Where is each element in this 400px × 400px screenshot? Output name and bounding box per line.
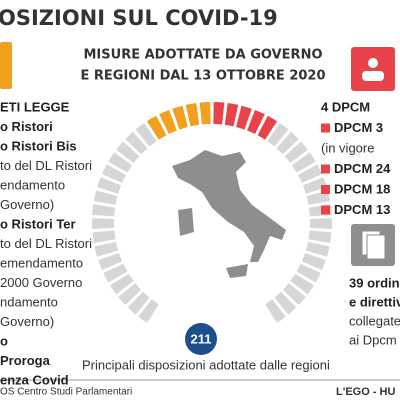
ring-segment	[108, 152, 133, 173]
ring-segment	[146, 115, 167, 140]
dpcm-line: (in vigore	[321, 140, 374, 155]
ordinance-line: 39 ordin	[349, 275, 400, 290]
ring-segment	[308, 230, 332, 244]
ring	[92, 102, 332, 323]
decree-line: Governo)	[0, 314, 54, 329]
ring-segment	[267, 123, 289, 147]
ring-segment	[135, 123, 157, 147]
ring-segment	[224, 103, 239, 127]
decree-line: ndamento	[0, 294, 58, 309]
dpcm-marker	[321, 185, 330, 194]
ordinance-line: ai Dpcm	[349, 332, 397, 347]
ring-segment	[94, 241, 119, 257]
ring-segment	[284, 141, 308, 163]
ring-segment	[301, 253, 326, 270]
caption: Principali disposizioni adottate dalle r…	[82, 357, 330, 372]
ring-segment	[265, 299, 286, 323]
ring-segment	[92, 230, 116, 244]
ring-segment	[276, 131, 299, 155]
dpcm-list: 4 DPCM DPCM 3 (in vigore DPCM 24 DPCM 18 DPCM…	[321, 99, 400, 347]
dpcm-line: DPCM 24	[334, 161, 391, 176]
decree-line: endamento	[0, 177, 65, 192]
decree-icon	[0, 42, 12, 89]
icon-doc	[366, 234, 386, 260]
ordinance-line: e direttive	[349, 294, 400, 309]
credit: L'EGO - HU	[336, 386, 396, 398]
decree-line: Proroga	[0, 353, 51, 368]
count-badge	[185, 323, 217, 355]
decree-line: enza Covid	[0, 372, 69, 387]
ring-segment	[110, 273, 134, 295]
dpcm-marker	[321, 164, 330, 174]
dpcm-line: DPCM 3	[334, 120, 383, 135]
ring-segment	[103, 263, 128, 283]
ring-segment	[116, 141, 140, 163]
ring-segment	[236, 105, 252, 130]
ring-segment	[127, 291, 150, 315]
ring-segment	[290, 273, 314, 295]
ring-segment	[93, 190, 118, 205]
ring-segment	[306, 190, 331, 205]
decree-line: emendamento	[0, 255, 83, 270]
decree-line: o Ristori Ter	[0, 216, 76, 231]
dpcm-marker	[321, 205, 330, 215]
dpcm-line: 4 DPCM	[321, 99, 370, 114]
decree-line: o Ristori	[0, 119, 53, 134]
ring-segment	[118, 283, 142, 305]
ring-segment	[125, 131, 148, 155]
icon-figure	[362, 71, 384, 81]
ring-segment	[257, 115, 278, 140]
ring-segment	[282, 283, 306, 305]
ring-segment	[98, 253, 123, 270]
decree-line: Governo)	[0, 197, 54, 212]
ring-segment	[92, 204, 116, 217]
ring-segment	[305, 241, 330, 257]
ring-segment	[199, 102, 211, 125]
subtitle: MISURE ADOTTATE DA GOVERNO	[84, 48, 323, 63]
ring-segment	[296, 263, 321, 283]
ring-segment	[247, 110, 265, 134]
ring-segment	[213, 102, 225, 125]
ring-segment	[92, 218, 115, 230]
ring-segment	[138, 299, 159, 323]
ring-segment	[274, 291, 297, 315]
count: 211	[191, 331, 212, 346]
ring-segment	[102, 164, 126, 183]
ordinance-line: collegate	[349, 313, 400, 328]
ring-segment	[185, 103, 200, 127]
decree-line: to del DL Ristori	[0, 158, 92, 173]
italy-map	[172, 150, 286, 278]
ring-segment	[309, 218, 332, 230]
dpcm-icon	[351, 47, 395, 91]
dpcm-marker	[321, 123, 330, 133]
icon-figure	[368, 58, 378, 68]
decree-line: o	[0, 333, 8, 348]
decree-line: ETI LEGGE	[0, 99, 70, 114]
subtitle: E REGIONI DAL 13 OTTOBRE 2020	[80, 69, 325, 84]
source: OS Centro Studi Parlamentari	[0, 387, 132, 398]
title: OSIZIONI SUL COVID-19	[0, 6, 278, 30]
ring-segment	[159, 110, 177, 134]
decree-list: ETI LEGGE o Ristori o Ristori Bis to del DL…	[0, 99, 92, 387]
dpcm-line: DPCM 13	[334, 202, 390, 217]
decree-line: o Ristori Bis	[0, 138, 77, 153]
ring-segment	[302, 177, 327, 194]
decree-line: 2000 Governo	[0, 275, 82, 290]
dpcm-line: DPCM 18	[334, 181, 390, 196]
ring-segment	[172, 105, 188, 130]
ring-segment	[298, 164, 322, 183]
ring-segment	[97, 177, 122, 194]
ring-segment	[291, 152, 316, 173]
decree-line: to del DL Ristori	[0, 236, 92, 251]
